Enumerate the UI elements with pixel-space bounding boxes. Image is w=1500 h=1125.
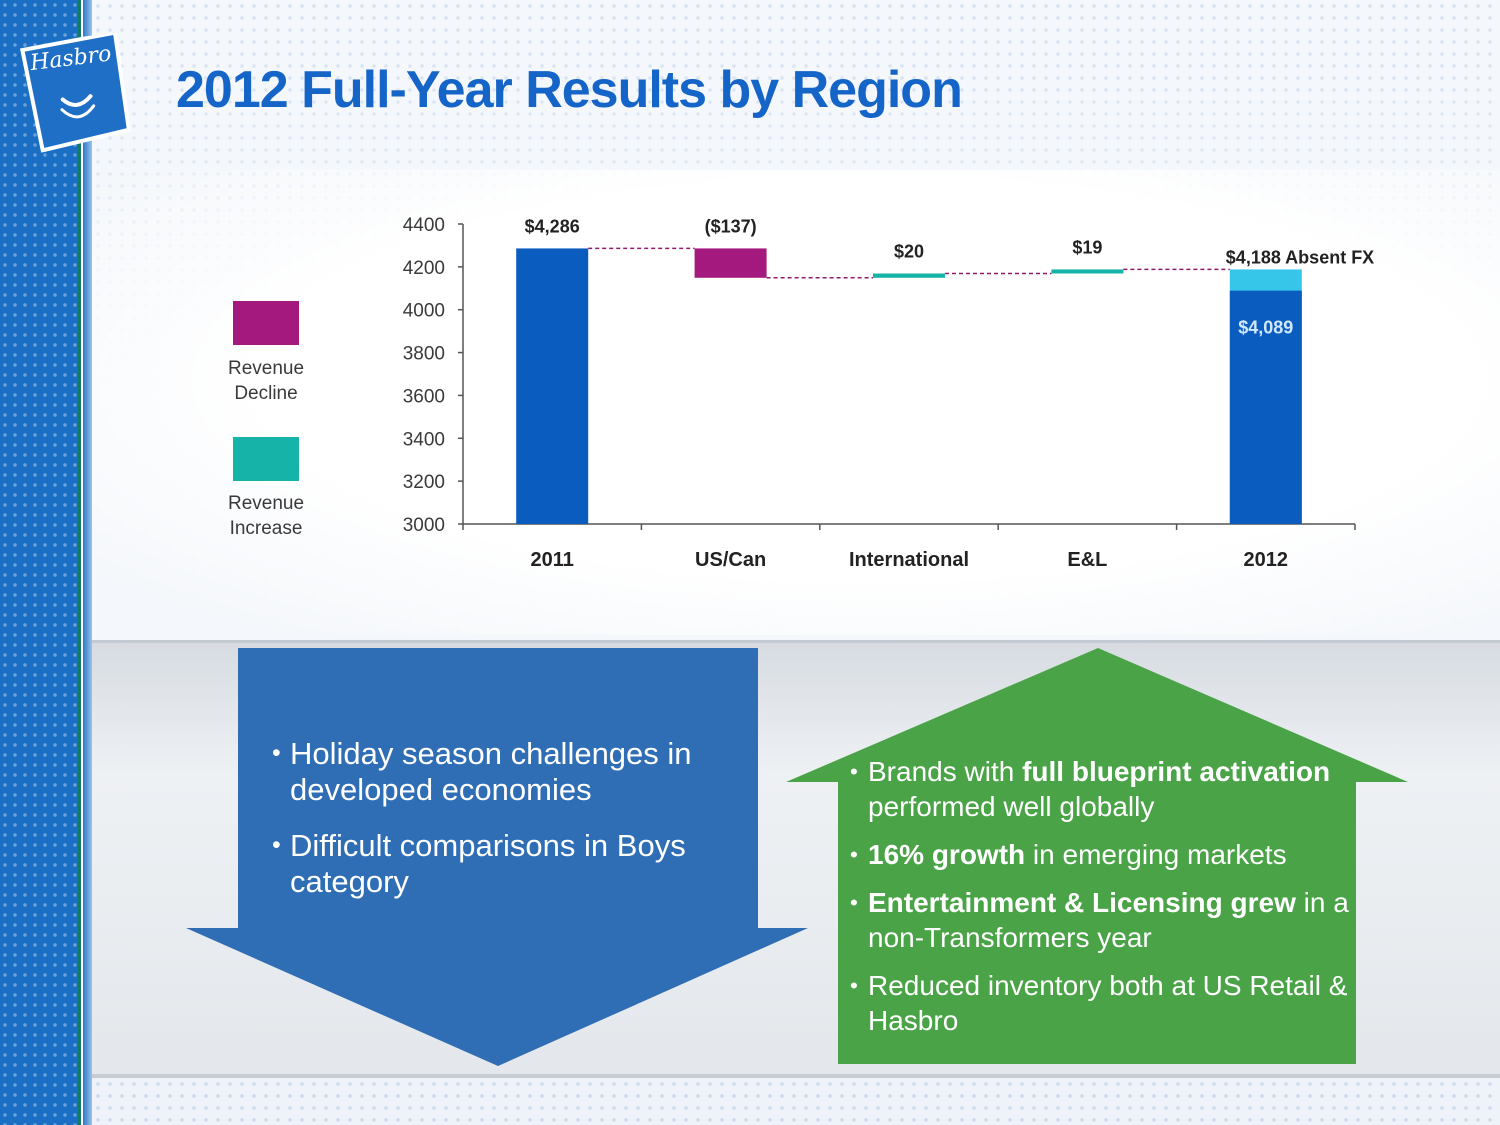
y-tick-label: 3200 [403,472,445,493]
x-category-label: US/Can [695,549,766,571]
up-bullet: Reduced inventory both at US Retail & Ha… [850,968,1370,1038]
y-tick-label: 3400 [403,429,445,450]
absent-fx-label: $4,188 Absent FX [1226,247,1374,267]
up-arrow-bullets: Brands with full blueprint activation pe… [850,754,1370,1051]
legend-label-increase: Revenue Increase [227,493,305,539]
x-category-label: International [849,549,969,571]
chart-labels: $4,286 ($137) $20 $19 $4,188 Absent FX $4,089 [525,216,1375,337]
lower-divider [92,1074,1500,1078]
down-bullet: Difficult comparisons in Boys category [272,828,732,900]
x-category-label: 2012 [1244,549,1289,571]
chart-connectors [588,247,1230,279]
y-tick-label: 3000 [403,515,445,536]
y-tick-label: 4000 [403,301,445,322]
up-bullet: Brands with full blueprint activation pe… [850,754,1370,824]
bar-value-label: $19 [1072,237,1102,257]
logo-badge [20,30,132,153]
bar-total [1229,290,1302,524]
up-bullet: 16% growth in emerging markets [850,837,1370,872]
stripe-edge [78,0,92,1125]
bar-value-label: $4,089 [1238,318,1293,338]
y-tick-label: 4400 [403,215,445,236]
slide-title: 2012 Full-Year Results by Region [176,61,963,119]
chart-bars [516,248,1302,524]
y-tick-label: 3800 [403,344,445,365]
x-category-label: E&L [1067,549,1107,571]
up-bullet: Entertainment & Licensing grew in a non-… [850,885,1370,955]
y-tick-label: 4200 [403,258,445,279]
bar-total [516,248,589,524]
legend-swatch-decline [233,301,299,345]
x-category-label: 2011 [531,549,574,571]
down-arrow-bullets: Holiday season challenges in developed e… [272,736,732,920]
bar-increase [873,273,945,278]
waterfall-chart: 4400 4200 4000 3800 3600 3400 3200 3000 2011 US/C… [403,215,1375,571]
bar-value-label: ($137) [705,216,757,236]
y-tick-label: 3600 [403,386,445,407]
down-bullet: Holiday season challenges in developed e… [272,736,732,808]
chart-axes: 4400 4200 4000 3800 3600 3400 3200 3000 2011 US/C… [403,215,1356,571]
bar-increase [1051,269,1124,274]
hasbro-logo: Hasbro [14,30,137,155]
legend-label-decline: Revenue Decline [227,358,305,404]
bar-value-label: $20 [894,242,924,262]
left-decorative-stripe [0,0,78,1125]
bar-value-label: $4,286 [525,216,580,236]
bottom-dot-pattern [92,1078,1500,1125]
bar-decline [694,248,767,278]
legend-swatch-increase [233,437,299,481]
